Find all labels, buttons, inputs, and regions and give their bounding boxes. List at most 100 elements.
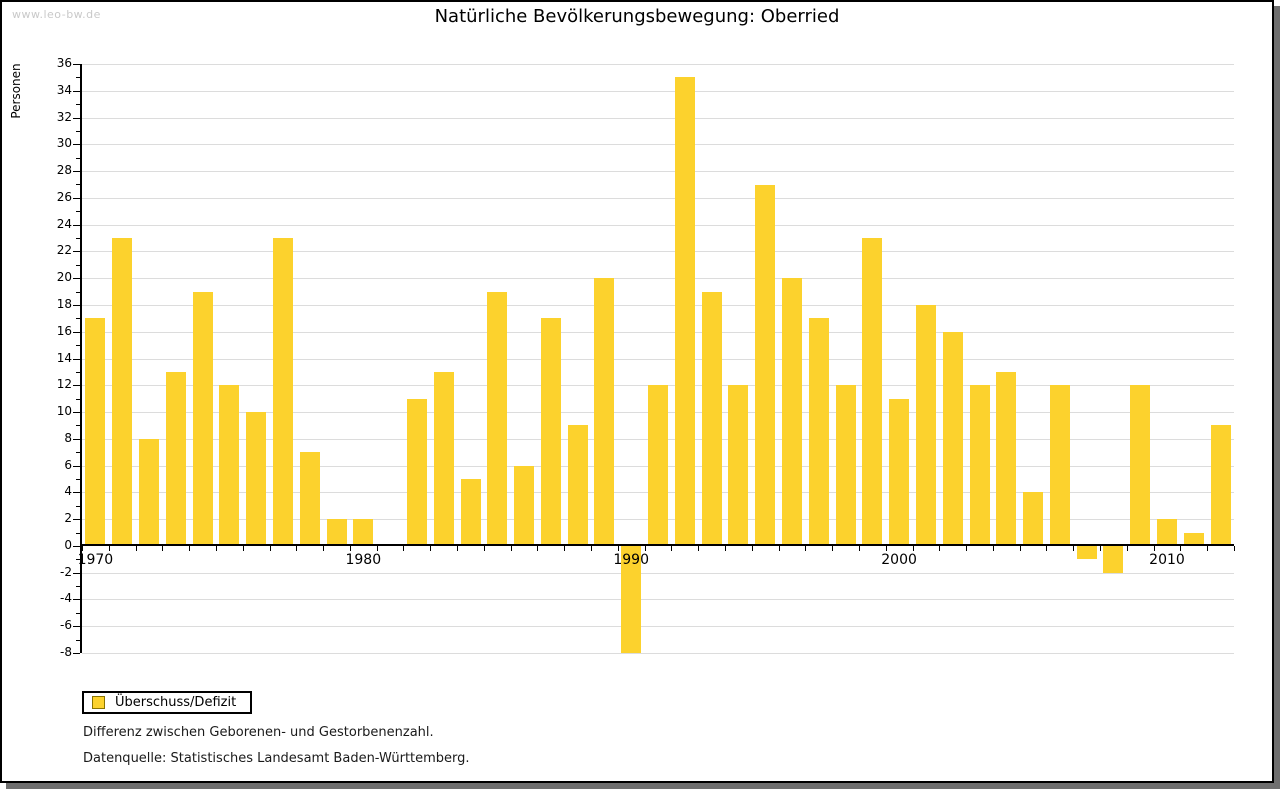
y-axis-tick-label: -6: [60, 618, 72, 632]
y-axis-tick: [76, 399, 80, 400]
y-axis-tick-label: 16: [56, 324, 72, 338]
bar-1995: [755, 184, 776, 544]
y-axis-tick-label: 20: [56, 270, 72, 284]
footnote-source: Datenquelle: Statistisches Landesamt Bad…: [83, 751, 470, 766]
y-axis-tick: [76, 345, 80, 346]
bar-2005: [1023, 492, 1044, 544]
y-axis-tick: [73, 626, 80, 627]
bar-2011: [1183, 532, 1204, 544]
bar-1976: [246, 412, 267, 544]
y-axis-tick-label: -2: [60, 565, 72, 579]
x-axis-tick: [403, 546, 404, 551]
x-axis-line: [80, 544, 1234, 546]
y-gridline: [82, 599, 1234, 600]
x-axis-tick: [966, 546, 967, 551]
x-axis-tick: [511, 546, 512, 551]
y-axis-tick: [73, 653, 80, 654]
bar-2012: [1210, 425, 1231, 544]
x-axis-tick: [645, 546, 646, 551]
y-axis-tick-label: 10: [56, 404, 72, 418]
x-axis-tick: [296, 546, 297, 551]
x-axis-tick: [323, 546, 324, 551]
x-axis-tick: [243, 546, 244, 551]
y-gridline: [82, 573, 1234, 574]
bar-2001: [915, 305, 936, 544]
y-axis-tick: [76, 131, 80, 132]
y-axis-tick: [76, 318, 80, 319]
x-axis-tick: [779, 546, 780, 551]
bar-1986: [514, 465, 534, 544]
x-axis-year-label: 2000: [881, 552, 917, 568]
bar-1973: [165, 371, 186, 544]
bar-1975: [219, 385, 240, 544]
y-gridline: [82, 64, 1234, 65]
y-gridline: [82, 198, 1234, 199]
bar-1979: [326, 519, 347, 544]
x-axis-tick: [591, 546, 592, 551]
y-axis-tick: [73, 492, 80, 493]
y-axis-tick: [73, 251, 80, 252]
legend-swatch-icon: [92, 696, 105, 709]
y-gridline: [82, 653, 1234, 654]
page-title: Natürliche Bevölkerungsbewegung: Oberrie…: [434, 6, 840, 27]
x-axis-tick: [752, 546, 753, 551]
bar-1982: [406, 398, 427, 544]
x-axis-tick: [377, 546, 378, 551]
y-axis-tick-label: 4: [64, 484, 72, 498]
y-axis-tick: [73, 466, 80, 467]
y-axis-tick-label: 22: [56, 243, 72, 257]
x-axis-tick: [1234, 546, 1235, 551]
bar-2000: [889, 398, 910, 544]
y-axis-tick: [73, 64, 80, 65]
y-axis-tick: [76, 452, 80, 453]
y-gridline: [82, 359, 1234, 360]
y-axis-tick: [73, 439, 80, 440]
y-gridline: [82, 91, 1234, 92]
y-axis-tick: [76, 613, 80, 614]
y-axis-tick: [73, 144, 80, 145]
bar-1998: [835, 385, 856, 544]
bar-2006: [1049, 385, 1070, 544]
y-axis-tick: [76, 104, 80, 105]
y-gridline: [82, 171, 1234, 172]
y-axis-tick: [76, 292, 80, 293]
bar-2007: [1076, 546, 1097, 560]
y-axis-tick: [73, 171, 80, 172]
bar-1992: [674, 77, 695, 544]
bar-1978: [299, 452, 320, 544]
bar-1997: [808, 318, 829, 544]
x-axis-tick: [859, 546, 860, 551]
x-axis-tick: [136, 546, 137, 551]
bar-1996: [782, 278, 802, 544]
y-axis-tick-label: 34: [56, 83, 72, 97]
bar-1970: [85, 318, 106, 544]
y-gridline: [82, 332, 1234, 333]
bar-2003: [969, 385, 990, 544]
y-axis-tick-label: 26: [56, 190, 72, 204]
bar-2010: [1157, 519, 1177, 544]
x-axis-year-label: 1990: [613, 552, 649, 568]
y-axis-tick-label: 36: [56, 56, 72, 70]
y-axis-tick: [73, 412, 80, 413]
x-axis-tick: [1180, 546, 1181, 551]
bar-1987: [540, 318, 561, 544]
x-axis-tick: [886, 546, 887, 551]
y-axis-tick-label: 30: [56, 136, 72, 150]
x-axis-tick: [1073, 546, 1074, 551]
x-axis-tick: [162, 546, 163, 551]
x-axis-tick: [939, 546, 940, 551]
x-axis-year-label: 2010: [1149, 552, 1185, 568]
x-axis-tick: [618, 546, 619, 551]
bar-1980: [353, 519, 374, 544]
y-axis-tick-label: 32: [56, 110, 72, 124]
bar-1989: [594, 278, 615, 544]
bar-1977: [272, 238, 293, 544]
bar-1988: [567, 425, 588, 544]
y-axis-tick: [73, 278, 80, 279]
y-axis-tick: [73, 225, 80, 226]
y-axis-tick: [73, 359, 80, 360]
x-axis-tick: [1154, 546, 1155, 551]
y-axis-tick-label: 2: [64, 511, 72, 525]
y-axis-tick-label: -8: [60, 645, 72, 659]
